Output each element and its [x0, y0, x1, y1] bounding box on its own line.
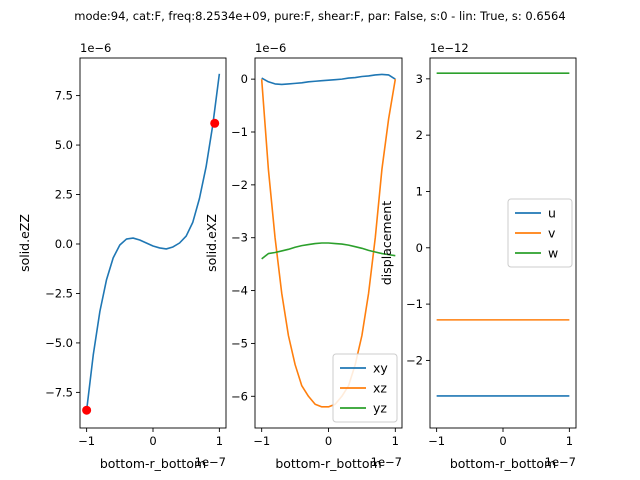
legend-label-xy: xy [373, 361, 388, 376]
y-tick-label: −2 [406, 353, 423, 367]
legend: xy xz yz [332, 353, 398, 423]
marker-point-2 [210, 118, 220, 128]
series-group [260, 73, 397, 408]
figure-title: mode:94, cat:F, freq:8.2534e+09, pure:F,… [74, 9, 565, 23]
x-offset-text: 1e−7 [545, 455, 576, 469]
y-offset-text: 1e−6 [80, 41, 111, 55]
x-offset-text: 1e−7 [371, 455, 402, 469]
y-axis-label: displacement [379, 201, 394, 285]
x-tick-label: 0 [499, 434, 506, 448]
x-offset-text: 1e−7 [195, 455, 226, 469]
x-axis-label: bottom-r_bottom [450, 456, 556, 471]
x-tick-label: −1 [428, 434, 445, 448]
subplot-1: −1 0 1 −7.5 −5.0 −2.5 0.0 2.5 5.0 7.5 1e−6 1e−7bott… [17, 41, 227, 471]
series-line-1 [85, 73, 221, 411]
legend-label-w: w [548, 246, 558, 261]
x-tick-label: 0 [325, 434, 332, 448]
x-tick-label: 1 [392, 434, 399, 448]
series-group [85, 73, 221, 411]
legend-label-u: u [548, 206, 556, 221]
y-tick-label: −7.5 [45, 385, 73, 399]
series-group [436, 72, 570, 397]
series-line-xz [260, 79, 397, 408]
y-axis-label: solid.eZZ [17, 214, 32, 272]
y-tick-label: 2.5 [55, 188, 73, 202]
y-tick-label: 3 [416, 72, 423, 86]
y-tick-label: −4 [231, 284, 248, 298]
y-tick-label: −5 [231, 336, 248, 350]
subplots: −1 0 1−7.5−5.0−2.50.02.55.07.51e−61e−7bott… [17, 41, 577, 471]
x-tick-label: 1 [566, 434, 573, 448]
y-tick-label: 7.5 [55, 89, 73, 103]
x-tick-label: −1 [253, 434, 270, 448]
y-tick-label: 5.0 [55, 138, 73, 152]
y-axis-label: solid.eXZ [204, 214, 219, 272]
legend-label-v: v [548, 226, 556, 241]
series-line-yz [261, 242, 396, 260]
y-tick-label: −1 [406, 297, 423, 311]
x-axis-label: bottom-r_bottom [100, 456, 206, 471]
y-tick-label: −2 [231, 178, 248, 192]
x-tick-label: −1 [78, 434, 95, 448]
y-offset-text: 1e−6 [255, 41, 286, 55]
y-offset-text: 1e−12 [430, 41, 469, 55]
legend-label-yz: yz [373, 401, 387, 416]
x-tick-label: 0 [149, 434, 156, 448]
y-tick-label: 1 [416, 184, 423, 198]
y-tick-label: −2.5 [45, 286, 73, 300]
y-tick-label: −3 [231, 231, 248, 245]
x-axis-label: bottom-r_bottom [275, 456, 381, 471]
y-tick-label: 2 [416, 128, 423, 142]
y-tick-label: −6 [231, 389, 248, 403]
marker-point-1 [82, 405, 92, 415]
series-line-xy [261, 73, 396, 86]
y-tick-label: 0 [241, 72, 248, 86]
y-tick-label: −5.0 [45, 336, 73, 350]
subplot-2: −1 0 1 −6 −5 −4 −3 −2 −1 0 1e−6 1e−7bottom-r_bottom… [204, 41, 403, 471]
x-tick-label: 1 [216, 434, 223, 448]
y-tick-label: 0.0 [55, 237, 73, 251]
legend: uvw [507, 198, 573, 268]
y-tick-label: 0 [416, 241, 423, 255]
legend-label-xz: xz [373, 381, 387, 396]
y-tick-label: −1 [231, 125, 248, 139]
